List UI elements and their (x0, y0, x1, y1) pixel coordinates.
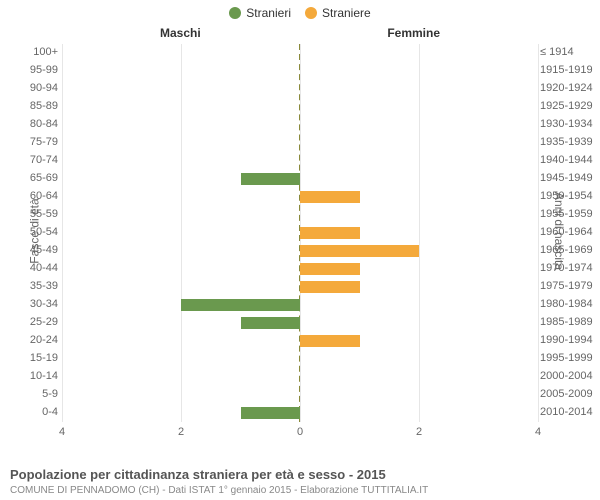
data-row (62, 368, 538, 386)
birth-year-label: 1920-1924 (540, 82, 600, 94)
data-row (62, 350, 538, 368)
data-row (62, 134, 538, 152)
legend-label-male: Stranieri (246, 6, 291, 20)
chart-title: Popolazione per cittadinanza straniera p… (10, 467, 386, 482)
bar-female (300, 263, 360, 275)
birth-year-label: 1970-1974 (540, 262, 600, 274)
age-label: 5-9 (2, 388, 58, 400)
chart-legend: Stranieri Straniere (0, 0, 600, 20)
gridline (538, 44, 539, 422)
age-label: 0-4 (2, 406, 58, 418)
x-tick-label: 2 (416, 426, 422, 438)
data-row (62, 296, 538, 314)
age-label: 65-69 (2, 172, 58, 184)
bar-male (181, 299, 300, 311)
bar-female (300, 245, 419, 257)
legend-swatch-male (229, 7, 241, 19)
age-label: 10-14 (2, 370, 58, 382)
birth-year-label: 1980-1984 (540, 298, 600, 310)
age-label: 70-74 (2, 154, 58, 166)
birth-year-label: ≤ 1914 (540, 46, 600, 58)
column-title-left: Maschi (160, 26, 201, 40)
birth-year-label: 1990-1994 (540, 334, 600, 346)
column-title-right: Femmine (387, 26, 440, 40)
age-label: 95-99 (2, 64, 58, 76)
data-row (62, 98, 538, 116)
data-row (62, 116, 538, 134)
data-row (62, 278, 538, 296)
x-tick-label: 0 (297, 426, 303, 438)
age-label: 85-89 (2, 100, 58, 112)
data-row (62, 404, 538, 422)
x-tick-label: 4 (59, 426, 65, 438)
chart-area: Maschi Femmine Fasce di età Anni di nasc… (0, 22, 600, 440)
bar-male (241, 407, 301, 419)
age-label: 15-19 (2, 352, 58, 364)
data-row (62, 44, 538, 62)
birth-year-label: 2005-2009 (540, 388, 600, 400)
chart-subcaption: COMUNE DI PENNADOMO (CH) - Dati ISTAT 1°… (10, 485, 428, 496)
age-label: 40-44 (2, 262, 58, 274)
legend-label-female: Straniere (322, 6, 371, 20)
age-label: 35-39 (2, 280, 58, 292)
data-row (62, 260, 538, 278)
age-label: 80-84 (2, 118, 58, 130)
age-label: 100+ (2, 46, 58, 58)
x-tick-label: 2 (178, 426, 184, 438)
data-row (62, 80, 538, 98)
age-label: 45-49 (2, 244, 58, 256)
data-row (62, 152, 538, 170)
age-label: 20-24 (2, 334, 58, 346)
birth-year-label: 1945-1949 (540, 172, 600, 184)
bar-female (300, 191, 360, 203)
data-row (62, 62, 538, 80)
birth-year-label: 1925-1929 (540, 100, 600, 112)
birth-year-label: 1985-1989 (540, 316, 600, 328)
legend-item-female: Straniere (305, 6, 371, 20)
birth-year-label: 2000-2004 (540, 370, 600, 382)
data-row (62, 386, 538, 404)
data-row (62, 188, 538, 206)
birth-year-label: 1950-1954 (540, 190, 600, 202)
bar-male (241, 317, 301, 329)
data-row (62, 206, 538, 224)
legend-swatch-female (305, 7, 317, 19)
bar-male (241, 173, 301, 185)
birth-year-label: 1995-1999 (540, 352, 600, 364)
bar-female (300, 335, 360, 347)
data-row (62, 332, 538, 350)
age-label: 25-29 (2, 316, 58, 328)
x-tick-label: 4 (535, 426, 541, 438)
data-row (62, 170, 538, 188)
legend-item-male: Stranieri (229, 6, 291, 20)
age-label: 60-64 (2, 190, 58, 202)
birth-year-label: 1955-1959 (540, 208, 600, 220)
data-row (62, 242, 538, 260)
age-label: 50-54 (2, 226, 58, 238)
bar-female (300, 281, 360, 293)
birth-year-label: 1940-1944 (540, 154, 600, 166)
birth-year-label: 1975-1979 (540, 280, 600, 292)
birth-year-label: 1960-1964 (540, 226, 600, 238)
data-row (62, 224, 538, 242)
age-label: 90-94 (2, 82, 58, 94)
birth-year-label: 1935-1939 (540, 136, 600, 148)
birth-year-label: 2010-2014 (540, 406, 600, 418)
bar-female (300, 227, 360, 239)
age-label: 30-34 (2, 298, 58, 310)
data-row (62, 314, 538, 332)
age-label: 55-59 (2, 208, 58, 220)
plot-region (62, 44, 538, 422)
birth-year-label: 1930-1934 (540, 118, 600, 130)
birth-year-label: 1965-1969 (540, 244, 600, 256)
age-label: 75-79 (2, 136, 58, 148)
birth-year-label: 1915-1919 (540, 64, 600, 76)
